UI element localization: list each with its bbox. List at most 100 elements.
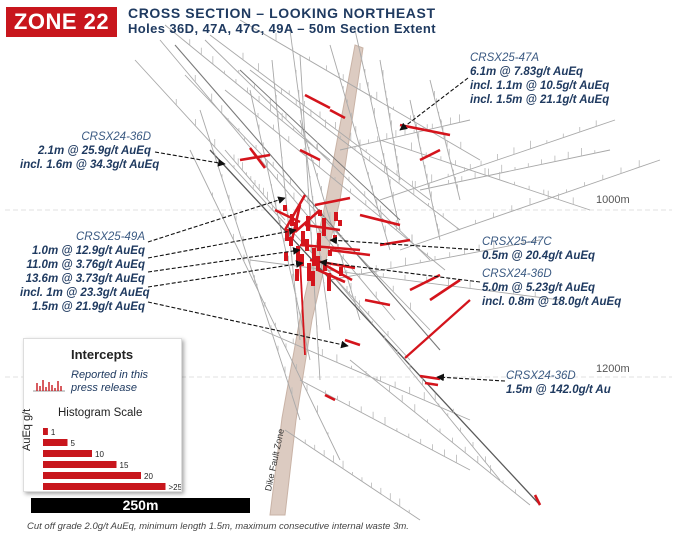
callout-arrow [399, 77, 469, 131]
drill-hole-trace [239, 69, 401, 221]
callout-arrow [436, 373, 506, 382]
histogram-scale-value: 10 [95, 450, 104, 459]
high-grade-intercept [316, 256, 320, 271]
histogram-scale-value: 1 [51, 428, 56, 437]
high-grade-intercept [364, 298, 391, 307]
high-grade-intercept [379, 238, 411, 247]
high-grade-intercept [329, 248, 371, 257]
legend-title: Intercepts [71, 347, 134, 362]
intercept-line: 1.5m @ 142.0g/t Au [506, 384, 611, 396]
high-grade-intercept [299, 148, 321, 162]
high-grade-intercept [323, 265, 327, 271]
high-grade-intercept [283, 194, 307, 231]
high-grade-intercept [424, 381, 439, 387]
high-grade-intercept [318, 210, 322, 216]
annotation-47a: CRSX25-47A 6.1m @ 7.83g/t AuEq incl. 1.1… [470, 51, 609, 107]
annotation-36d-upper: CRSX24-36D 2.1m @ 25.9g/t AuEq incl. 1.6… [20, 130, 159, 172]
depth-label-1200: 1200m [596, 363, 630, 375]
hole-id: CRSX24-36D [81, 131, 151, 143]
high-grade-intercept [305, 239, 309, 251]
footnote: Cut off grade 2.0g/t AuEq, minimum lengt… [27, 521, 409, 532]
high-grade-intercept [248, 147, 267, 169]
intercept-line: incl. 1.1m @ 10.5g/t AuEq [470, 80, 610, 92]
high-grade-intercept [322, 218, 326, 236]
high-grade-intercept [290, 214, 294, 226]
intercept-line: 2.1m @ 25.9g/t AuEq [37, 145, 151, 157]
intercept-line: 5.0m @ 5.23g/t AuEq [482, 282, 596, 294]
histogram-scale-value: >25 [169, 483, 182, 491]
intercept-line: 6.1m @ 7.83g/t AuEq [470, 66, 584, 78]
high-grade-intercept [274, 208, 301, 224]
high-grade-intercept [294, 222, 298, 231]
callout-arrow [147, 260, 304, 288]
high-grade-intercept [301, 231, 305, 246]
intercept-line: 0.5m @ 20.4g/t AuEq [482, 250, 596, 262]
histogram-scale-value: 15 [120, 461, 129, 470]
callout-arrows [147, 77, 506, 382]
histogram-scale-value: 20 [144, 472, 153, 481]
high-grade-intercept [334, 212, 338, 221]
high-grade-intercept [399, 123, 451, 137]
section-subtitle: Holes 36D, 47A, 47C, 49A – 50m Section E… [128, 21, 436, 36]
drill-holes [134, 19, 661, 521]
high-grade-intercept [312, 248, 316, 266]
high-grade-intercept [295, 269, 299, 281]
high-grade-intercept [409, 273, 441, 292]
high-grade-intercept [317, 233, 321, 251]
depth-label-1000: 1000m [596, 194, 630, 206]
callout-arrow [147, 247, 301, 273]
high-grade-intercept [404, 299, 471, 359]
section-title: CROSS SECTION – LOOKING NORTHEAST [128, 5, 436, 21]
intercept-line: 13.6m @ 3.73g/t AuEq [25, 273, 145, 285]
histogram-scale-value: 5 [71, 439, 76, 448]
high-grade-intercept [299, 259, 306, 356]
high-grade-intercept [300, 254, 304, 266]
callout-arrow [329, 236, 481, 251]
dike-fault-zone [269, 44, 364, 516]
high-grade-intercept [299, 243, 361, 252]
intercept-line: 1.5m @ 21.9g/t AuEq [31, 301, 145, 313]
hole-id: CRSX24-36D [506, 370, 576, 382]
high-grade-intercept [317, 268, 346, 284]
intercept-line: incl. 1.5m @ 21.1g/t AuEq [470, 94, 610, 106]
callout-arrow [319, 259, 481, 283]
drill-hole-trace [209, 149, 541, 506]
high-grade-intercept [324, 393, 336, 402]
high-grade-intercept [311, 271, 315, 286]
high-grade-intercept [324, 263, 353, 282]
intercept-line: incl. 0.8m @ 18.0g/t AuEq [482, 296, 622, 308]
legend-reported-text: Reported in this press release [71, 369, 149, 394]
intercept-line: 1.0m @ 12.9g/t AuEq [31, 245, 145, 257]
histogram-scale-bar [43, 461, 117, 468]
legend-box: Intercepts Reported in this press releas… [21, 338, 182, 492]
high-grade-intercept [304, 93, 331, 110]
histogram-scale-bar [43, 428, 48, 435]
zone-badge: ZONE 22 [6, 7, 117, 37]
hole-id: CRSX25-49A [75, 231, 145, 243]
histogram-scale-bar [43, 483, 166, 490]
reported-intercept-icon [33, 380, 65, 392]
histogram-scale-bar [43, 439, 68, 446]
hole-id: CRSX25-47A [470, 52, 540, 64]
histogram-scale-bar [43, 450, 92, 457]
high-grade-intercept [328, 250, 332, 256]
high-grade-intercept [359, 213, 401, 227]
high-grade-intercept [296, 246, 300, 261]
annotation-49a: CRSX25-49A 1.0m @ 12.9g/t AuEq 11.0m @ 3… [20, 230, 150, 314]
high-grade-intercept [284, 252, 288, 261]
high-grade-intercept [314, 196, 351, 207]
high-grade-intercept [533, 494, 542, 506]
intercept-line: 11.0m @ 3.76g/t AuEq [26, 259, 145, 271]
intercept-line: incl. 1m @ 23.3g/t AuEq [20, 287, 150, 299]
high-grade-intercept [419, 148, 441, 162]
hole-id: CRSX24-36D [482, 268, 552, 280]
callout-arrow [147, 227, 297, 259]
annotation-47c: CRSX25-47C 0.5m @ 20.4g/t AuEq [482, 235, 595, 263]
high-grade-intercept [338, 220, 342, 226]
annotation-36d-lower: CRSX24-36D 1.5m @ 142.0g/t Au [506, 369, 611, 397]
high-grade-intercept [285, 229, 289, 241]
high-grade-intercept [239, 153, 271, 162]
